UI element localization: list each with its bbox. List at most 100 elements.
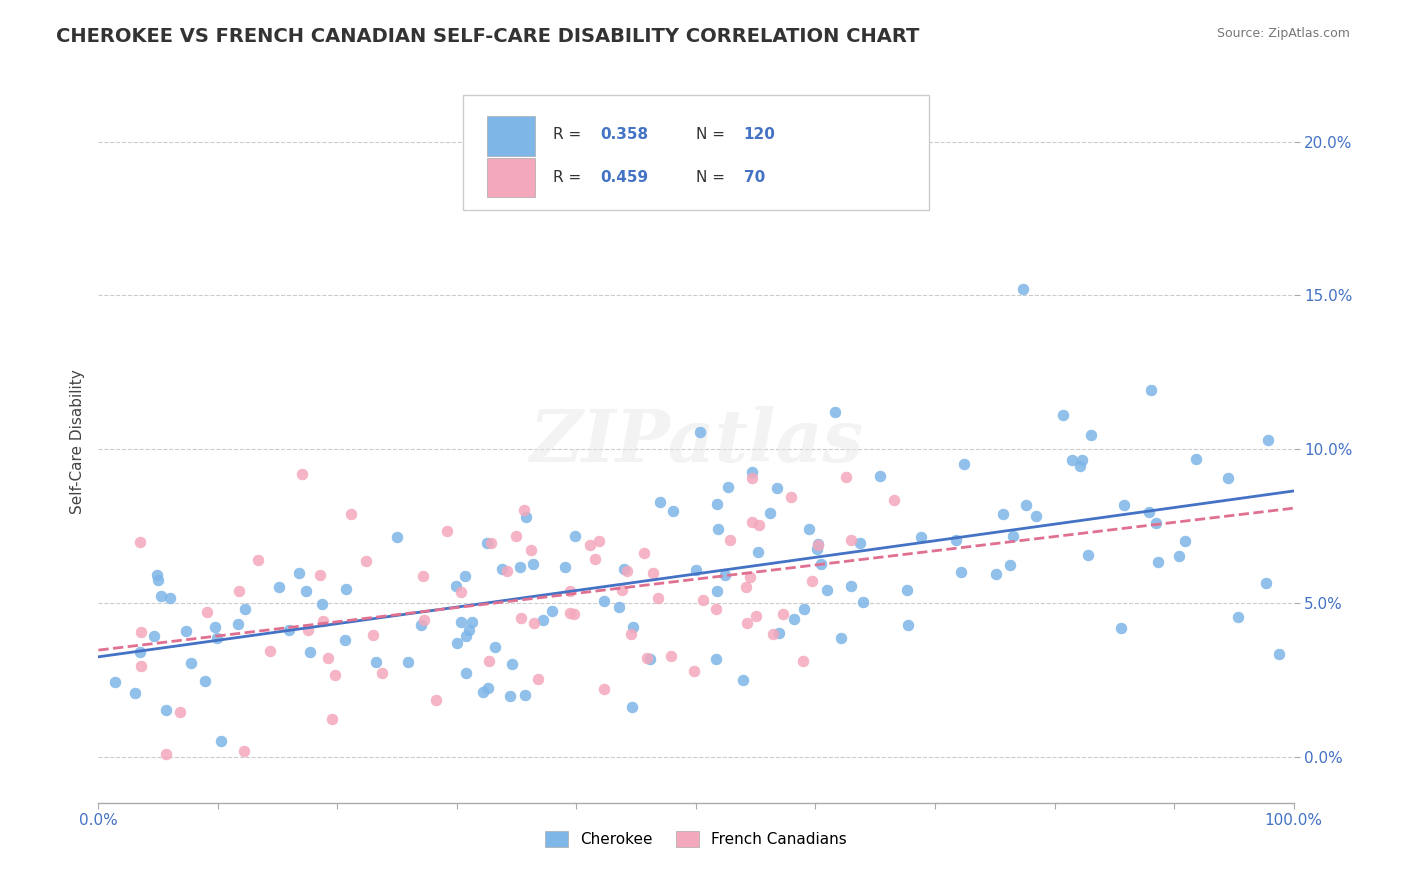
French Canadians [780,490,803,504]
French Canadians [883,493,905,508]
French Canadians [425,692,447,706]
Cherokee [531,613,554,627]
French Canadians [505,529,527,543]
French Canadians [510,610,533,624]
Cherokee [146,567,169,582]
Cherokee [385,530,408,544]
Cherokee [146,574,169,588]
Cherokee [759,506,782,520]
Cherokee [204,620,226,634]
Cherokee [1268,647,1291,661]
Text: ZIPatlas: ZIPatlas [529,406,863,477]
Cherokee [621,619,644,633]
Text: 120: 120 [744,127,776,142]
Cherokee [945,533,967,547]
French Canadians [588,534,610,549]
Cherokee [180,656,202,670]
Cherokee [1147,555,1170,569]
Cherokee [515,509,537,524]
Cherokee [986,567,1008,582]
Cherokee [1216,470,1239,484]
Cherokee [193,673,215,688]
French Canadians [246,553,269,567]
French Canadians [309,568,332,582]
French Canadians [558,607,581,621]
Cherokee [593,594,616,608]
Cherokee [129,645,152,659]
French Canadians [169,705,191,719]
French Canadians [583,551,606,566]
Cherokee [472,685,495,699]
Cherokee [852,595,875,609]
Cherokee [1140,384,1163,398]
Cherokee [797,522,820,536]
French Canadians [579,538,602,552]
French Canadians [741,471,763,485]
French Canadians [297,623,319,637]
Text: 0.358: 0.358 [600,127,648,142]
Cherokee [311,597,333,611]
Bar [486,116,534,156]
Cherokee [793,601,815,615]
French Canadians [520,543,543,558]
French Canadians [323,668,346,682]
Cherokee [176,624,198,638]
Cherokee [783,612,806,626]
Cherokee [869,469,891,483]
Cherokee [706,651,728,665]
Text: 70: 70 [744,170,765,186]
French Canadians [610,582,633,597]
French Canadians [195,605,218,619]
French Canadians [291,467,314,481]
French Canadians [512,503,534,517]
French Canadians [321,712,343,726]
Cherokee [1025,508,1047,523]
Text: N =: N = [696,170,730,186]
Cherokee [554,559,576,574]
Cherokee [716,480,738,494]
Cherokee [1052,409,1074,423]
Cherokee [484,640,506,654]
French Canadians [641,566,664,581]
Cherokee [896,583,918,598]
Cherokee [1137,505,1160,519]
Cherokee [841,579,863,593]
Cherokee [1227,609,1250,624]
Cherokee [1174,533,1197,548]
Cherokee [456,629,478,643]
Cherokee [1256,576,1278,591]
Cherokee [499,689,522,703]
French Canadians [312,614,335,628]
French Canadians [616,564,638,578]
French Canadians [704,601,727,615]
French Canadians [436,524,458,538]
Cherokee [515,688,537,702]
Cherokee [509,560,531,574]
Cherokee [897,617,920,632]
Cherokee [1144,516,1167,530]
Cherokee [1070,453,1092,467]
Cherokee [1185,452,1208,467]
Cherokee [1060,453,1083,467]
Cherokee [335,582,357,596]
FancyBboxPatch shape [463,95,929,211]
Text: CHEROKEE VS FRENCH CANADIAN SELF-CARE DISABILITY CORRELATION CHART: CHEROKEE VS FRENCH CANADIAN SELF-CARE DI… [56,27,920,45]
Cherokee [233,602,256,616]
Cherokee [450,615,472,629]
French Canadians [479,536,502,550]
Cherokee [1109,621,1132,635]
French Canadians [718,533,741,547]
Cherokee [731,673,754,687]
French Canadians [412,613,434,627]
French Canadians [129,625,152,640]
Text: N =: N = [696,127,730,142]
Cherokee [287,566,309,581]
Cherokee [806,541,828,556]
Cherokee [1002,529,1025,543]
French Canadians [478,654,501,668]
French Canadians [683,665,706,679]
French Canadians [155,747,177,762]
Cherokee [207,632,229,646]
French Canadians [745,609,768,624]
Cherokee [294,584,316,599]
